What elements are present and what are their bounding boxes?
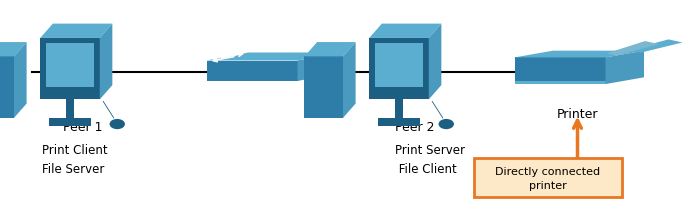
FancyBboxPatch shape — [395, 100, 403, 118]
Ellipse shape — [438, 119, 454, 130]
FancyBboxPatch shape — [474, 159, 622, 197]
FancyBboxPatch shape — [0, 57, 14, 118]
Polygon shape — [370, 24, 441, 39]
Polygon shape — [304, 43, 356, 57]
Text: Directly connected
printer: Directly connected printer — [495, 166, 601, 190]
Polygon shape — [14, 43, 27, 118]
Text: Print Server
 File Client: Print Server File Client — [395, 143, 466, 175]
Ellipse shape — [109, 119, 125, 130]
Polygon shape — [630, 40, 682, 53]
Polygon shape — [428, 24, 441, 100]
Polygon shape — [514, 51, 644, 58]
FancyBboxPatch shape — [41, 39, 100, 100]
Polygon shape — [298, 53, 340, 82]
Text: Print Client
File Server: Print Client File Server — [42, 143, 108, 175]
FancyBboxPatch shape — [66, 100, 74, 118]
Polygon shape — [100, 24, 112, 100]
FancyBboxPatch shape — [514, 58, 606, 85]
FancyBboxPatch shape — [304, 57, 343, 118]
FancyBboxPatch shape — [374, 44, 423, 88]
FancyBboxPatch shape — [46, 44, 94, 88]
FancyBboxPatch shape — [49, 118, 91, 126]
Text: Peer 1: Peer 1 — [63, 120, 102, 133]
Text: Peer 2: Peer 2 — [395, 120, 435, 133]
Polygon shape — [606, 51, 644, 85]
Polygon shape — [343, 43, 356, 118]
FancyBboxPatch shape — [370, 39, 428, 100]
Polygon shape — [0, 43, 27, 57]
FancyBboxPatch shape — [378, 118, 420, 126]
FancyBboxPatch shape — [514, 81, 606, 85]
Polygon shape — [606, 42, 659, 56]
Text: Printer: Printer — [556, 108, 598, 121]
FancyBboxPatch shape — [206, 61, 298, 82]
Polygon shape — [41, 24, 112, 39]
Polygon shape — [206, 53, 340, 61]
